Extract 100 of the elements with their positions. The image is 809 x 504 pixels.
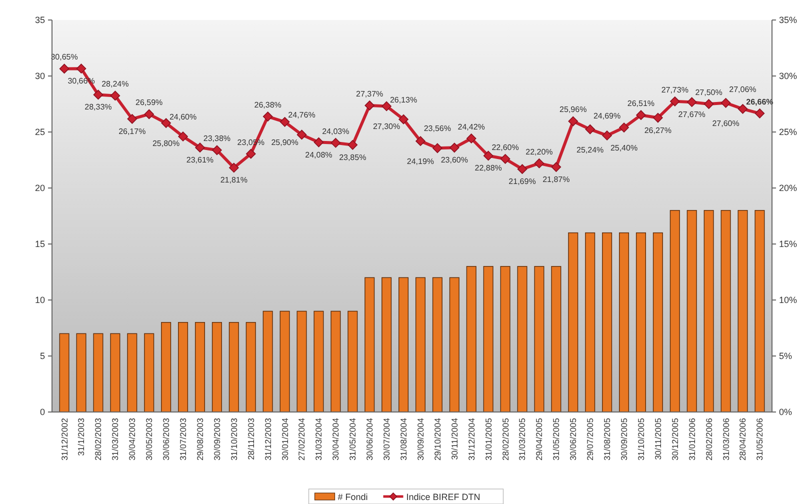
x-tick-label: 28/04/2006	[738, 418, 748, 461]
bar	[178, 322, 188, 412]
data-label: 28,33%	[84, 102, 112, 112]
bar	[449, 277, 460, 412]
bar	[364, 277, 375, 412]
x-tick-label: 29/04/2005	[534, 418, 544, 461]
data-label: 25,24%	[576, 145, 604, 154]
bar	[110, 333, 120, 412]
data-label: 24,03%	[322, 126, 350, 136]
y2-tick-label: 20%	[779, 183, 798, 194]
point	[517, 164, 528, 174]
x-tick-label: 31/07/2003	[178, 418, 188, 461]
point	[262, 112, 273, 122]
bar	[670, 210, 680, 412]
point	[76, 64, 86, 74]
point	[229, 162, 239, 173]
data-label: 25,80%	[152, 139, 180, 148]
data-label: 23,38%	[203, 134, 231, 144]
data-label: 27,73%	[661, 85, 688, 94]
data-label: 24,42%	[458, 122, 485, 132]
y2-tick-label: 30%	[779, 71, 798, 82]
point	[602, 130, 612, 140]
point	[551, 162, 562, 172]
data-label: 24,60%	[169, 112, 197, 122]
data-label: 25,90%	[271, 138, 298, 147]
x-tick-label: 31/12/2004	[466, 418, 476, 461]
point	[636, 110, 646, 120]
bar	[330, 310, 341, 412]
bar	[738, 210, 748, 412]
data-label: 24,76%	[288, 110, 316, 120]
data-label: 22,88%	[474, 164, 502, 173]
point	[178, 132, 188, 142]
x-tick-label: 31/03/2004	[314, 418, 324, 461]
x-tick-label: 30/04/2003	[127, 418, 138, 461]
x-tick-label: 31/01/2005	[483, 418, 494, 461]
data-label: 26,59%	[136, 98, 163, 108]
bar	[636, 232, 646, 412]
point	[534, 158, 544, 168]
bar	[534, 266, 544, 412]
x-tick-label: 31/05/2006	[754, 418, 765, 461]
x-tick-label: 28/02/2005	[500, 418, 510, 461]
point	[110, 90, 120, 101]
bar	[551, 266, 562, 412]
point	[738, 104, 748, 114]
x-tick-label: 29/07/2005	[585, 418, 596, 461]
bar	[348, 310, 358, 412]
data-label: 24,19%	[406, 157, 434, 166]
point	[568, 116, 578, 126]
point	[127, 114, 138, 124]
data-label: 21,81%	[220, 176, 248, 185]
data-label: 22,60%	[492, 142, 519, 152]
bar	[59, 333, 70, 412]
data-label: 23,61%	[186, 156, 214, 165]
x-tick-label: 27/02/2004	[296, 418, 307, 461]
point	[466, 134, 476, 144]
x-tick-label: 31/12/2003	[262, 418, 273, 461]
x-tick-label: 28/02/2003	[93, 418, 104, 461]
point	[432, 143, 442, 154]
data-label: 27,50%	[695, 88, 722, 97]
point	[195, 142, 205, 152]
bar	[161, 322, 172, 412]
x-tick-label: 30/01/2004	[280, 418, 290, 461]
bar	[686, 210, 697, 412]
point	[416, 136, 426, 146]
data-label: 22,20%	[526, 147, 553, 156]
x-tick-label: 31/05/2004	[348, 418, 358, 461]
x-tick-label: 30/11/2004	[449, 418, 460, 460]
point	[93, 90, 104, 100]
bar	[754, 210, 765, 412]
point	[364, 100, 374, 110]
x-tick-label: 31/1/2003	[76, 418, 86, 456]
data-label: 21,87%	[542, 175, 570, 184]
x-tick-label: 30/12/2005	[670, 418, 680, 461]
x-tick-label: 30/06/2003	[161, 418, 172, 461]
bar	[296, 310, 307, 412]
point	[720, 98, 731, 108]
bar	[585, 232, 596, 412]
bar	[432, 277, 442, 412]
x-tick-label: 31/10/2005	[636, 418, 646, 461]
point	[686, 97, 697, 107]
x-tick-label: 30/09/2003	[212, 418, 222, 461]
bar	[262, 310, 273, 412]
data-label: 25,96%	[560, 105, 587, 114]
x-tick-label: 30/06/2004	[364, 418, 375, 461]
y-tick-label: 35	[34, 15, 45, 26]
x-tick-label: 31/08/2004	[398, 418, 408, 461]
y2-tick-label: 25%	[779, 127, 798, 138]
bar	[568, 232, 578, 412]
y-tick-label: 5	[40, 351, 45, 362]
x-tick-label: 30/05/2003	[144, 418, 154, 461]
x-tick-label: 30/11/2005	[652, 418, 663, 460]
data-label: 27,67%	[678, 110, 706, 120]
data-label: 26,27%	[644, 126, 672, 135]
point	[450, 142, 460, 153]
bar	[483, 266, 494, 412]
bar	[212, 322, 222, 412]
legend-label: # Fondi	[338, 492, 368, 502]
data-label: 23,56%	[424, 124, 452, 134]
bar	[127, 333, 138, 412]
bar	[314, 310, 324, 412]
